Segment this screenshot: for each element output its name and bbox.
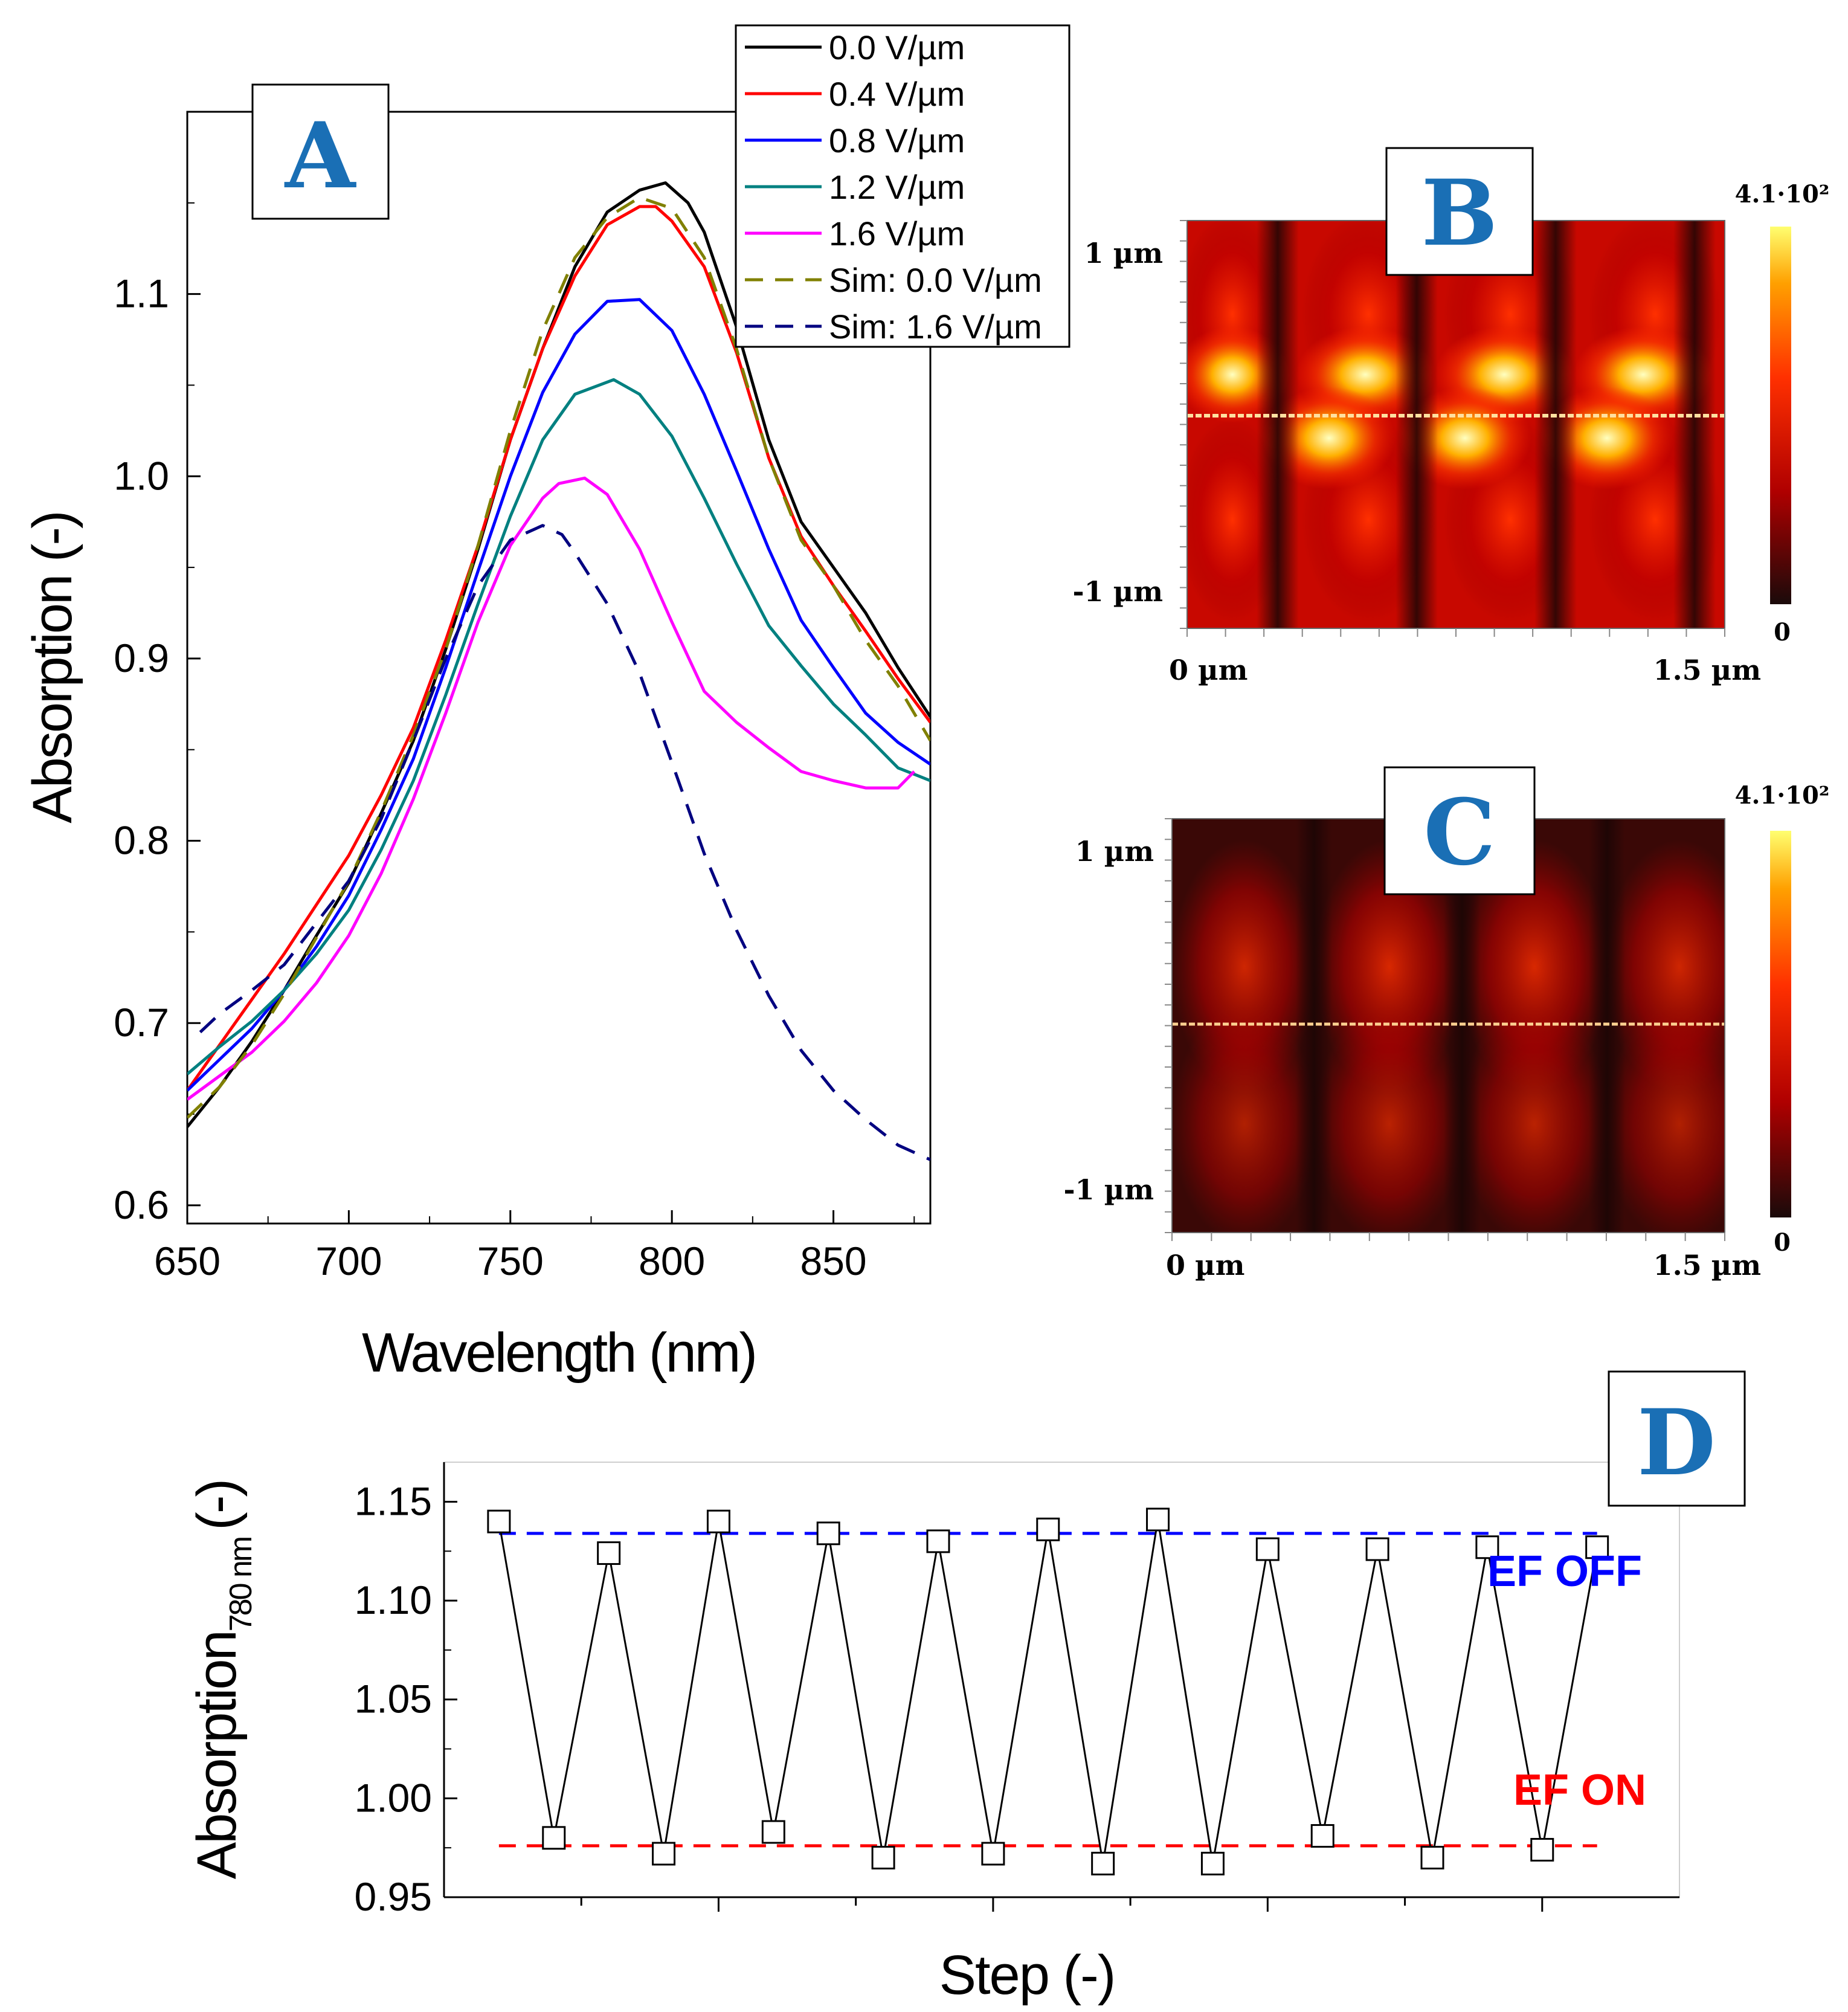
panel-b-label: B xyxy=(1421,160,1498,266)
panel-c-label: C xyxy=(1423,779,1495,886)
series-line-3 xyxy=(187,378,930,1075)
panel-d-marker xyxy=(487,1509,511,1533)
panel-a-ytick-label: 0.9 xyxy=(114,636,169,680)
panel-a-series xyxy=(187,181,930,1161)
panel-d-marker xyxy=(871,1846,895,1870)
panel-a-legend: 0.0 V/µm 0.4 V/µm 0.8 V/µm 1.2 V/µm 1.6 V/µm… xyxy=(735,24,1070,348)
panel-d-frame xyxy=(443,1462,1680,1898)
panel-a-ytick-label: 0.8 xyxy=(114,818,169,863)
series-line-5 xyxy=(187,196,930,1119)
panel-c-ytick-bottom: -1 µm xyxy=(1064,1173,1154,1206)
panel-d-marker xyxy=(1200,1851,1225,1875)
legend-label-0: 0.0 V/µm xyxy=(829,28,965,66)
legend-label-2: 0.8 V/µm xyxy=(829,121,965,160)
panel-d-ytick-label: 1.10 xyxy=(355,1578,432,1622)
panel-c: 1 µm -1 µm 0 µm 1.5 µm 4.1·10² 0 C xyxy=(1064,766,1830,1282)
panel-d-label-box xyxy=(1608,1370,1746,1507)
panel-d-ytick-label: 0.95 xyxy=(355,1874,432,1919)
legend-label-4: 1.6 V/µm xyxy=(829,214,965,253)
panel-d-marker xyxy=(926,1529,950,1553)
panel-b-xtick-right: 1.5 µm xyxy=(1653,654,1761,686)
panel-a-ylabel: Absorption (-) xyxy=(22,512,83,823)
panel-a-xtick-label: 800 xyxy=(639,1239,705,1283)
panel-d-marker xyxy=(706,1509,730,1533)
panel-c-colorbar-min: 0 xyxy=(1774,1228,1791,1257)
panel-d-marker xyxy=(652,1842,676,1866)
panel-d-ylabel-main: Absorption xyxy=(186,1631,248,1879)
panel-b-ytick-bottom: -1 µm xyxy=(1073,575,1163,608)
legend-label-6: Sim: 1.6 V/µm xyxy=(829,308,1042,346)
panel-d-ylabel-sub: 780 nm xyxy=(224,1538,259,1631)
panel-b: 1 µm -1 µm 0 µm 1.5 µm 4.1·10² 0 B xyxy=(1073,147,1830,686)
series-line-4 xyxy=(187,476,916,1101)
panel-a-ytick-label: 0.6 xyxy=(114,1182,169,1227)
panel-d-marker xyxy=(1255,1537,1280,1561)
panel-d-marker xyxy=(1310,1824,1334,1848)
panel-b-colorbar-min: 0 xyxy=(1774,618,1791,646)
panel-a-xtick-label: 850 xyxy=(800,1239,867,1283)
panel-b-ytick-top: 1 µm xyxy=(1084,237,1163,269)
panel-c-colorbar-max: 4.1·10² xyxy=(1735,781,1830,810)
panel-b-xtick-left: 0 µm xyxy=(1169,654,1248,686)
panel-a-xtick-label: 650 xyxy=(154,1239,221,1283)
panel-d-series xyxy=(487,1507,1609,1875)
panel-d-marker xyxy=(1036,1517,1060,1541)
panel-a-xtick-label: 700 xyxy=(315,1239,382,1283)
panel-d-ytick-label: 1.05 xyxy=(355,1677,432,1721)
legend-label-3: 1.2 V/µm xyxy=(829,168,965,206)
panel-b-colorbar-max: 4.1·10² xyxy=(1735,180,1830,208)
panel-d-reference-lines xyxy=(498,1532,1597,1848)
panel-d-marker xyxy=(542,1826,566,1850)
panel-d-ytick-label: 1.00 xyxy=(355,1775,432,1820)
series-line-0 xyxy=(187,181,930,1128)
panel-d-label: D xyxy=(1637,1390,1716,1496)
panel-c-colorbar xyxy=(1770,831,1791,1217)
panel-d-marker xyxy=(1530,1837,1554,1862)
panel-a-label: A xyxy=(284,103,357,209)
panel-d-marker xyxy=(1365,1537,1389,1561)
panel-d-ylabel: Absorption780 nm (-) xyxy=(186,1480,259,1879)
panel-a-frame xyxy=(186,111,932,1225)
panel-d-marker xyxy=(761,1820,785,1844)
panel-a-label-box xyxy=(251,83,390,220)
panel-d-marker xyxy=(981,1842,1005,1866)
legend-label-1: 0.4 V/µm xyxy=(829,75,965,113)
series-line-2 xyxy=(187,298,930,1092)
panel-d-ref-on-label: EF ON xyxy=(1513,1766,1646,1814)
panel-a-ytick-label: 0.7 xyxy=(114,1000,169,1045)
panel-a: 650 700 750 800 850 0.6 0.7 0.8 0.9 1.0 1.1 Wavele… xyxy=(22,24,1070,1384)
panel-d: 0.95 1.00 1.05 1.10 1.15 EF OFF EF ON Step (… xyxy=(186,1370,1746,2006)
panel-d-line xyxy=(498,1519,1598,1864)
panel-b-ticks xyxy=(1180,220,1725,637)
panel-d-ylabel-tail: (-) xyxy=(186,1480,248,1530)
panel-d-marker xyxy=(1475,1535,1499,1559)
series-line-6 xyxy=(199,524,930,1161)
panel-d-marker xyxy=(597,1541,621,1565)
panel-c-xtick-left: 0 µm xyxy=(1166,1249,1244,1282)
panel-d-ticks: 0.95 1.00 1.05 1.10 1.15 xyxy=(355,1478,1544,1919)
panel-d-marker xyxy=(1585,1535,1609,1559)
panel-d-ref-off-label: EF OFF xyxy=(1487,1547,1642,1596)
panel-d-ytick-label: 1.15 xyxy=(355,1478,432,1523)
panel-d-marker xyxy=(1146,1507,1170,1532)
panel-b-label-box xyxy=(1385,147,1534,276)
panel-c-ytick-top: 1 µm xyxy=(1075,835,1154,868)
panel-d-marker xyxy=(1420,1846,1444,1870)
panel-d-xlabel: Step (-) xyxy=(939,1944,1115,2006)
panel-a-ytick-label: 1.0 xyxy=(114,453,169,498)
panel-c-label-box xyxy=(1383,766,1536,895)
panel-c-xtick-right: 1.5 µm xyxy=(1653,1249,1761,1282)
panel-a-xlabel: Wavelength (nm) xyxy=(362,1322,756,1384)
panel-a-xtick-label: 750 xyxy=(477,1239,544,1283)
legend-label-5: Sim: 0.0 V/µm xyxy=(829,261,1042,299)
panel-a-ticks: 650 700 750 800 850 0.6 0.7 0.8 0.9 1.0 1.1 xyxy=(114,202,915,1283)
panel-a-ytick-label: 1.1 xyxy=(114,271,169,316)
panel-c-ticks xyxy=(1165,818,1725,1241)
panel-d-marker xyxy=(816,1521,840,1546)
panel-d-marker xyxy=(1091,1851,1115,1875)
panel-b-colorbar xyxy=(1770,227,1791,604)
